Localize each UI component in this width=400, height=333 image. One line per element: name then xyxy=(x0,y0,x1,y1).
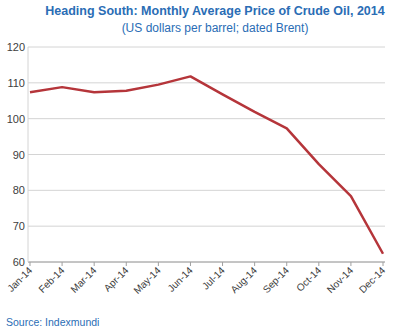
subtitle: (US dollars per barrel; dated Brent) xyxy=(122,21,309,35)
source: Source: Indexmundi xyxy=(6,316,99,328)
grid-line xyxy=(28,47,385,48)
x-tick xyxy=(286,262,287,266)
x-tick xyxy=(222,262,223,266)
x-tick-label: Jun-14 xyxy=(165,264,195,294)
x-tick xyxy=(190,262,191,266)
x-tick-label: Nov-14 xyxy=(325,264,356,295)
grid-line xyxy=(28,190,385,191)
x-tick-label: Feb-14 xyxy=(36,264,66,294)
y-tick-label: 100 xyxy=(7,113,25,125)
x-tick-label: Jan-14 xyxy=(5,264,35,294)
x-tick xyxy=(126,262,127,266)
x-tick-label: Dec-14 xyxy=(357,264,388,295)
x-tick-label: Apr-14 xyxy=(102,264,131,293)
y-tick-label: 90 xyxy=(13,149,25,161)
y-tick-label: 70 xyxy=(13,220,25,232)
x-tick-label: Jul-14 xyxy=(200,264,227,291)
grid-line xyxy=(28,226,385,227)
x-tick-label: May-14 xyxy=(131,264,163,296)
grid-line xyxy=(28,82,385,83)
x-tick-label: Sep-14 xyxy=(261,264,292,295)
x-tick xyxy=(383,262,384,266)
x-axis xyxy=(28,262,385,263)
plot-area xyxy=(30,76,383,253)
x-tick xyxy=(254,262,255,266)
chart: Heading South: Monthly Average Price of … xyxy=(0,0,400,333)
x-tick xyxy=(318,262,319,266)
y-tick-label: 80 xyxy=(13,184,25,196)
x-tick-label: Aug-14 xyxy=(228,264,259,295)
x-tick xyxy=(94,262,95,266)
price-line xyxy=(30,76,383,253)
x-tick xyxy=(158,262,159,266)
y-tick-label: 120 xyxy=(7,41,25,53)
y-tick-label: 110 xyxy=(7,77,25,89)
title: Heading South: Monthly Average Price of … xyxy=(45,4,384,18)
y-tick-label: 60 xyxy=(13,256,25,268)
y-axis xyxy=(28,47,29,262)
grid-line xyxy=(28,154,385,155)
grid-line xyxy=(28,118,385,119)
x-tick xyxy=(350,262,351,266)
x-tick-label: Oct-14 xyxy=(294,264,323,293)
grid-line xyxy=(28,262,385,263)
x-tick xyxy=(62,262,63,266)
x-tick-label: Mar-14 xyxy=(68,264,98,294)
x-tick xyxy=(30,262,31,266)
